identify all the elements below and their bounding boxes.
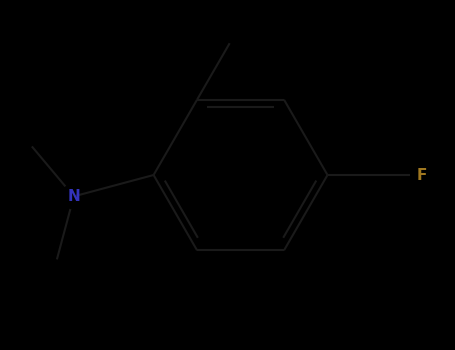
Text: F: F bbox=[417, 168, 427, 182]
Text: N: N bbox=[67, 189, 80, 204]
